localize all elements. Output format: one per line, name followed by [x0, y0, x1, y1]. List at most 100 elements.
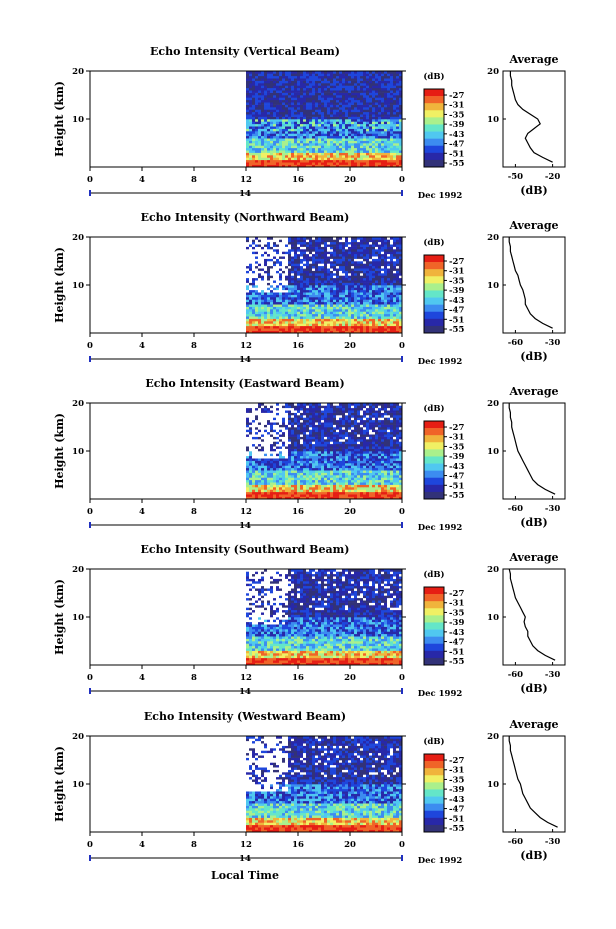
heatmap-cell: [348, 491, 352, 495]
heatmap-cell: [258, 143, 262, 146]
heatmap-cell: [396, 95, 400, 98]
heatmap-cell: [396, 145, 400, 149]
heatmap-cell: [267, 135, 271, 139]
heatmap-cell: [363, 316, 367, 319]
heatmap-cell: [279, 330, 283, 334]
heatmap-cell: [318, 479, 322, 483]
heatmap-cell: [261, 491, 265, 495]
heatmap-cell: [360, 126, 364, 129]
heatmap-cell: [249, 123, 253, 127]
heatmap-cell: [390, 475, 394, 478]
heatmap-cell: [246, 285, 250, 288]
heatmap-cell: [276, 102, 280, 105]
x-tick-label: 16: [292, 175, 304, 185]
heatmap-cell: [270, 241, 274, 245]
heatmap-cell: [288, 299, 292, 303]
heatmap-cell: [324, 277, 328, 281]
heatmap-cell: [363, 107, 367, 110]
heatmap-cell: [315, 164, 319, 168]
heatmap-cell: [342, 316, 346, 319]
heatmap-cell: [258, 140, 262, 144]
heatmap-cell: [351, 484, 355, 488]
heatmap-cell: [276, 75, 280, 79]
heatmap-cell: [255, 256, 259, 259]
heatmap-cell: [369, 102, 373, 105]
heatmap-cell: [366, 306, 370, 310]
heatmap-cell: [333, 164, 337, 168]
heatmap-cell: [258, 479, 262, 483]
heatmap-cell: [294, 244, 298, 247]
heatmap-cell: [258, 311, 262, 315]
heatmap-cell: [381, 75, 385, 79]
heatmap-cell: [396, 297, 400, 300]
heatmap-cell: [393, 287, 397, 291]
heatmap-cell: [333, 140, 337, 144]
heatmap-cell: [351, 304, 355, 307]
heatmap-cell: [390, 95, 394, 98]
heatmap-cell: [264, 479, 268, 483]
heatmap-cell: [375, 470, 379, 473]
heatmap-cell: [333, 294, 337, 298]
heatmap-cell: [261, 316, 265, 319]
heatmap-cell: [270, 159, 274, 163]
heatmap-cell: [342, 253, 346, 257]
heatmap-cell: [261, 140, 265, 144]
heatmap-cell: [354, 92, 358, 96]
average-y-tick-label: 10: [487, 281, 499, 291]
heatmap-cell: [258, 95, 262, 98]
heatmap-cell: [273, 164, 277, 168]
heatmap-cell: [261, 292, 265, 295]
heatmap-cell: [324, 496, 328, 500]
heatmap-cell: [378, 470, 382, 473]
heatmap-cell: [258, 285, 262, 288]
heatmap-cell: [318, 92, 322, 96]
heatmap-cell: [384, 309, 388, 312]
heatmap-cell: [387, 249, 391, 252]
heatmap-cell: [303, 287, 307, 291]
heatmap-cell: [273, 323, 277, 327]
heatmap-cell: [288, 128, 292, 132]
heatmap-cell: [357, 318, 361, 322]
heatmap-cell: [345, 147, 349, 151]
heatmap-cell: [255, 258, 259, 262]
heatmap-cell: [378, 472, 382, 476]
heatmap-cell: [354, 256, 358, 259]
heatmap-cell: [399, 133, 403, 137]
heatmap-cell: [309, 241, 313, 245]
heatmap-cell: [312, 244, 316, 247]
heatmap-cell: [393, 241, 397, 245]
heatmap-cell: [306, 311, 310, 315]
heatmap-cell: [297, 104, 301, 108]
heatmap-cell: [258, 477, 262, 481]
heatmap-cell: [297, 261, 301, 264]
heatmap-cell: [276, 268, 280, 271]
heatmap-cell: [285, 289, 289, 293]
heatmap-cell: [279, 239, 283, 243]
heatmap-cell: [396, 277, 400, 281]
heatmap-cell: [369, 159, 373, 163]
heatmap-cell: [264, 306, 268, 310]
heatmap-cell: [378, 270, 382, 274]
heatmap-cell: [315, 294, 319, 298]
heatmap-cell: [357, 328, 361, 331]
heatmap-cell: [393, 73, 397, 77]
heatmap-cell: [249, 273, 253, 276]
heatmap-cell: [270, 268, 274, 271]
heatmap-cell: [303, 119, 307, 122]
heatmap-cell: [288, 126, 292, 129]
heatmap-cell: [342, 496, 346, 500]
heatmap-cell: [330, 489, 334, 493]
heatmap-cell: [246, 482, 250, 485]
heatmap-cell: [339, 116, 343, 120]
heatmap-cell: [393, 251, 397, 255]
heatmap-cell: [375, 258, 379, 262]
heatmap-cell: [366, 97, 370, 101]
heatmap-cell: [312, 258, 316, 262]
heatmap-cell: [255, 487, 259, 490]
heatmap-cell: [378, 330, 382, 334]
heatmap-cell: [279, 143, 283, 146]
heatmap-cell: [261, 299, 265, 303]
heatmap-cell: [318, 75, 322, 79]
heatmap-cell: [285, 309, 289, 312]
